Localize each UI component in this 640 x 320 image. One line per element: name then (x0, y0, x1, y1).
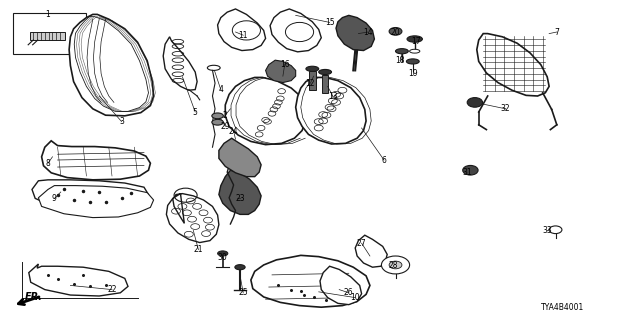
Ellipse shape (212, 113, 223, 119)
Text: 31: 31 (462, 168, 472, 177)
Polygon shape (266, 60, 296, 83)
Text: 5: 5 (193, 108, 198, 116)
Polygon shape (29, 264, 128, 296)
Text: 16: 16 (280, 60, 290, 68)
Text: 19: 19 (408, 69, 418, 78)
Text: 22: 22 (108, 285, 116, 294)
Text: 6: 6 (381, 156, 387, 164)
Text: 2: 2 (223, 111, 228, 120)
Text: TYA4B4001: TYA4B4001 (541, 303, 584, 312)
Text: 30: 30 (217, 253, 227, 262)
Text: 10: 10 (350, 293, 360, 302)
Text: 29: 29 (220, 122, 230, 131)
Text: 3: 3 (119, 117, 124, 126)
Polygon shape (32, 180, 148, 210)
Polygon shape (30, 32, 65, 40)
Ellipse shape (235, 265, 245, 270)
Text: 28: 28 (389, 261, 398, 270)
Polygon shape (320, 266, 362, 305)
Text: 11: 11 (239, 31, 248, 40)
Polygon shape (42, 141, 150, 180)
Polygon shape (13, 13, 86, 54)
Ellipse shape (212, 119, 223, 125)
Text: 9: 9 (52, 194, 57, 203)
Polygon shape (219, 138, 261, 177)
Polygon shape (225, 77, 306, 145)
Polygon shape (166, 194, 219, 243)
Ellipse shape (463, 165, 478, 175)
Text: 27: 27 (356, 239, 367, 248)
Text: 13: 13 (328, 92, 338, 100)
Text: 4: 4 (218, 85, 223, 94)
Polygon shape (251, 255, 370, 307)
Text: FR.: FR. (25, 292, 43, 302)
Ellipse shape (407, 36, 422, 42)
Text: 12: 12 (306, 79, 315, 88)
Polygon shape (69, 14, 154, 116)
Polygon shape (219, 170, 261, 214)
Text: 25: 25 (238, 288, 248, 297)
Text: 23: 23 (235, 194, 245, 203)
Text: 20: 20 (390, 28, 400, 36)
Polygon shape (218, 9, 266, 51)
Ellipse shape (319, 69, 332, 75)
Polygon shape (270, 9, 321, 52)
Polygon shape (38, 186, 154, 218)
Text: 1: 1 (45, 10, 51, 19)
Polygon shape (296, 77, 366, 144)
Ellipse shape (389, 261, 402, 269)
Text: 26: 26 (344, 288, 354, 297)
Polygon shape (163, 37, 197, 90)
Ellipse shape (396, 49, 408, 54)
Polygon shape (355, 235, 387, 267)
Polygon shape (322, 75, 328, 93)
Text: 32: 32 (500, 104, 511, 113)
Text: 24: 24 (228, 127, 239, 136)
Text: 17: 17 (411, 37, 421, 46)
Ellipse shape (549, 226, 562, 234)
Ellipse shape (406, 59, 419, 64)
Ellipse shape (381, 256, 410, 274)
Text: 18: 18 (396, 56, 404, 65)
Ellipse shape (306, 66, 319, 71)
Polygon shape (309, 71, 316, 90)
Ellipse shape (389, 28, 402, 35)
Text: 8: 8 (45, 159, 51, 168)
Ellipse shape (410, 49, 420, 53)
Text: 15: 15 (324, 18, 335, 27)
Polygon shape (477, 34, 549, 96)
Text: 14: 14 (363, 28, 373, 36)
Text: 33: 33 (542, 226, 552, 235)
Polygon shape (336, 15, 374, 51)
Ellipse shape (467, 98, 483, 107)
Text: 7: 7 (554, 28, 559, 36)
Text: 21: 21 (194, 245, 203, 254)
Ellipse shape (218, 251, 228, 256)
